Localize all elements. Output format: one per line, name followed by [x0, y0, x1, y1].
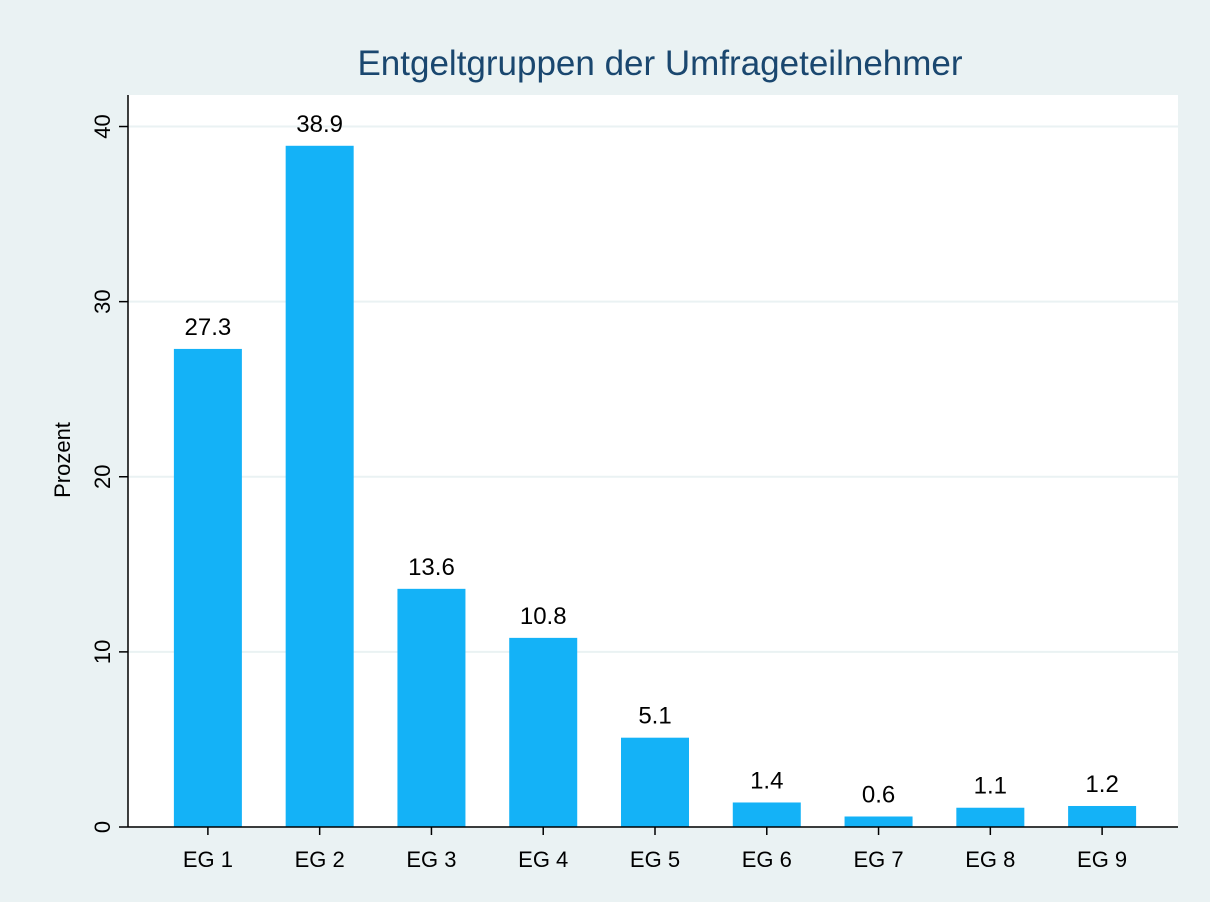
y-tick-label: 0 — [90, 821, 115, 833]
y-tick-label: 30 — [90, 289, 115, 313]
bar — [956, 807, 1025, 827]
value-label: 0.6 — [862, 781, 895, 808]
bar — [844, 816, 913, 827]
bar — [285, 145, 354, 828]
value-label: 38.9 — [296, 111, 343, 138]
x-tick-label: EG 6 — [742, 847, 792, 872]
y-tick-label: 20 — [90, 465, 115, 489]
y-tick-label: 40 — [90, 114, 115, 138]
x-tick-label: EG 8 — [965, 847, 1015, 872]
value-label: 1.4 — [750, 767, 783, 794]
x-tick-label: EG 1 — [183, 847, 233, 872]
bar — [732, 802, 801, 827]
x-tick-label: EG 9 — [1077, 847, 1127, 872]
chart-title: Entgeltgruppen der Umfrageteilnehmer — [357, 44, 962, 83]
value-label: 1.1 — [974, 773, 1007, 800]
value-label: 10.8 — [520, 603, 567, 630]
value-label: 27.3 — [185, 314, 232, 341]
x-tick-label: EG 2 — [295, 847, 345, 872]
bar — [509, 637, 578, 827]
x-tick-label: EG 3 — [406, 847, 456, 872]
bar — [1068, 805, 1137, 827]
value-label: 1.2 — [1085, 771, 1118, 798]
value-label: 13.6 — [408, 554, 455, 581]
y-axis-label: Prozent — [50, 422, 75, 498]
value-label: 5.1 — [638, 703, 671, 730]
x-tick-label: EG 4 — [518, 847, 568, 872]
x-tick-label: EG 7 — [853, 847, 903, 872]
x-tick-label: EG 5 — [630, 847, 680, 872]
bar — [621, 737, 689, 827]
y-tick-label: 10 — [90, 640, 115, 664]
bar — [173, 348, 242, 827]
bar — [397, 588, 466, 827]
